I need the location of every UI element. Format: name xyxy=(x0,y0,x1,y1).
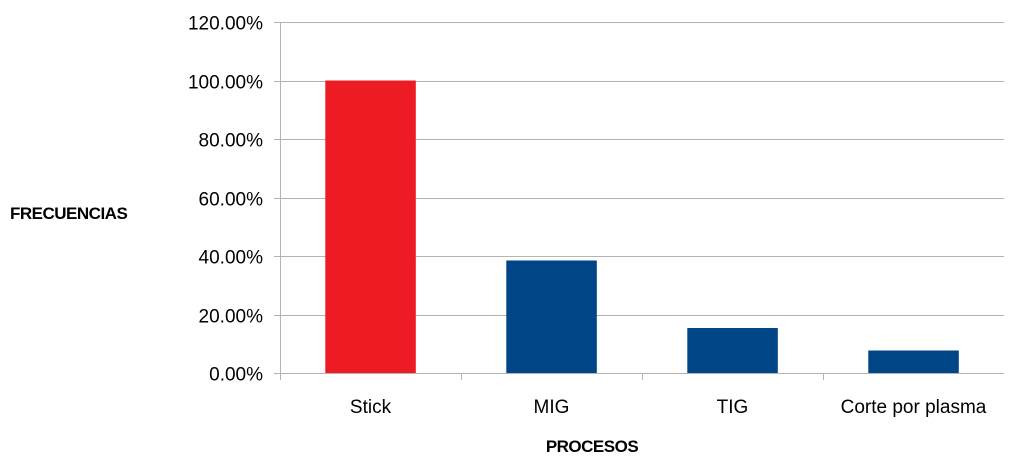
x-axis-title: PROCESOS xyxy=(546,437,639,456)
x-category-label: TIG xyxy=(717,397,749,418)
y-tick-label: 100.00% xyxy=(188,73,263,94)
bar-stick xyxy=(325,80,416,373)
x-category-label: Corte por plasma xyxy=(841,397,987,418)
y-tick-label: 60.00% xyxy=(199,190,264,211)
bar-corte-por-plasma xyxy=(868,350,959,373)
x-category-label: MIG xyxy=(534,397,570,418)
y-tick-label: 0.00% xyxy=(209,365,263,386)
y-tick-label: 120.00% xyxy=(188,14,263,35)
bar-tig xyxy=(687,328,778,373)
bar-mig xyxy=(506,260,597,373)
bar-layer xyxy=(325,80,959,373)
x-category-label: Stick xyxy=(350,397,392,418)
axis-layer xyxy=(274,22,1004,380)
label-layer: 0.00% 20.00% 40.00% 60.00% 80.00% 100.00% 120.… xyxy=(188,14,987,419)
y-tick-label: 20.00% xyxy=(199,307,264,328)
y-axis-title: FRECUENCIAS xyxy=(10,204,127,223)
y-tick-label: 80.00% xyxy=(199,131,264,152)
y-tick-label: 40.00% xyxy=(199,248,264,269)
